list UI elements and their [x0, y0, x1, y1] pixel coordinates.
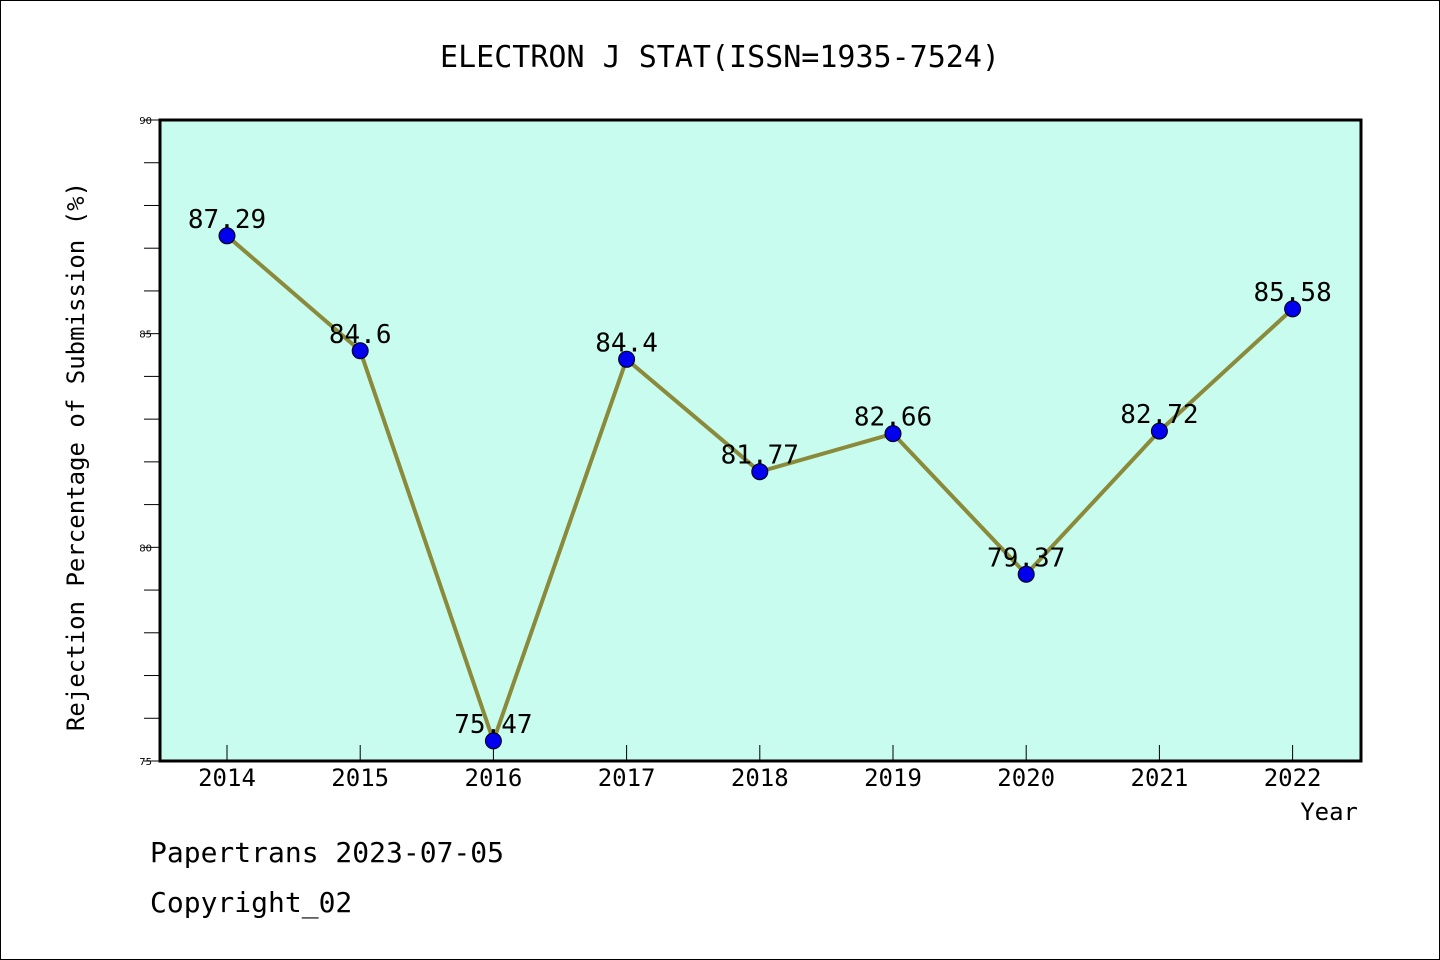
x-axis: 2014 2015 2016 2017 2018 2019 2020 2021 2022 [198, 745, 1321, 792]
data-label: 79.37 [987, 543, 1065, 573]
x-tick-label: 2021 [1131, 764, 1189, 792]
x-tick-label: 2014 [198, 764, 256, 792]
data-point [351, 342, 369, 360]
x-tick-label: 2022 [1264, 764, 1322, 792]
y-tick-label: 85 [139, 330, 152, 341]
data-label: 85.58 [1253, 278, 1331, 308]
series-markers [218, 227, 1302, 750]
x-tick-label: 2020 [997, 764, 1055, 792]
data-point [884, 425, 902, 443]
footer-copyright: Copyright_02 [150, 886, 353, 919]
y-tick-label: 80 [139, 543, 152, 554]
data-label: 82.72 [1120, 400, 1198, 430]
chart-title: ELECTRON J STAT(ISSN=1935-7524) [440, 40, 1000, 75]
x-tick-label: 2015 [331, 764, 389, 792]
x-tick-label: 2018 [731, 764, 789, 792]
data-point [1150, 422, 1168, 440]
data-point [484, 732, 502, 750]
data-point [751, 463, 769, 481]
data-label: 84.4 [595, 328, 658, 358]
data-label: 81.77 [721, 441, 799, 471]
data-point [618, 350, 636, 368]
footer-date: Papertrans 2023-07-05 [150, 836, 505, 869]
data-point [1284, 300, 1302, 318]
x-tick-label: 2019 [864, 764, 922, 792]
y-tick-label: 75 [139, 757, 152, 768]
data-label: 75.47 [454, 710, 532, 740]
x-tick-label: 2016 [465, 764, 523, 792]
y-tick-label: 90 [139, 116, 152, 127]
x-tick-label: 2017 [598, 764, 656, 792]
data-point [1017, 565, 1035, 583]
data-point [218, 227, 236, 245]
y-axis: 75 80 85 90 [139, 116, 160, 768]
x-axis-label: Year [1300, 798, 1358, 826]
y-axis-label: Rejection Percentage of Submission (%) [62, 182, 90, 731]
data-label: 84.6 [329, 320, 392, 350]
data-label: 82.66 [854, 403, 932, 433]
data-label: 87.29 [188, 205, 266, 235]
plot-area [158, 118, 1363, 763]
data-labels: 87.29 84.6 75.47 84.4 81.77 82.66 79.37 82.72 85… [188, 205, 1332, 740]
